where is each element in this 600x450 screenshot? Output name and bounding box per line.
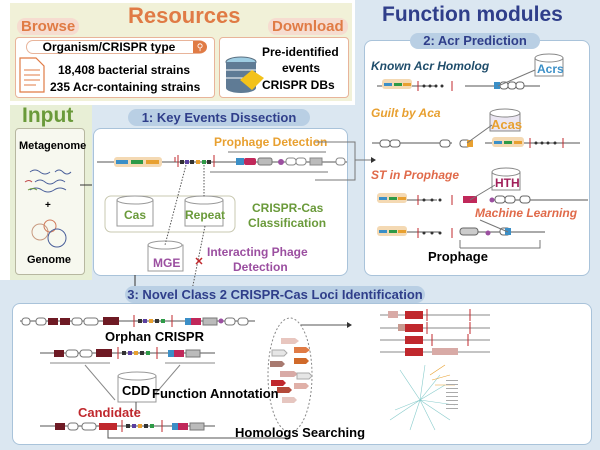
prophage-label: Prophage	[428, 249, 488, 264]
acrs-label: Acrs	[537, 62, 564, 76]
crispr-cas-label-1: CRISPR-Cas	[252, 201, 324, 215]
metagenome-label: Metagenome	[19, 140, 87, 152]
acr-strains-count: 235 Acr-containing strains	[50, 80, 201, 94]
plus-sign: +	[45, 200, 51, 211]
cdd-db	[117, 371, 157, 403]
genome-label: Genome	[27, 254, 72, 266]
db-text-3: CRISPR DBs	[262, 78, 335, 92]
download-link[interactable]: Download	[268, 18, 348, 35]
homolog-arrows	[270, 338, 313, 403]
hth-db	[491, 167, 521, 191]
cdd-label: CDD	[122, 383, 151, 398]
function-modules-title: Function modules	[382, 3, 563, 26]
guilt-aca-label: Guilt by Aca	[371, 106, 441, 120]
spacers	[122, 319, 165, 428]
function-annotation-label: Function Annotation	[152, 386, 279, 401]
result-loci	[380, 309, 490, 356]
input-box	[15, 128, 85, 275]
acr-prediction-title: 2: Acr Prediction	[410, 33, 540, 49]
repeat-db	[184, 195, 224, 227]
db-text-2: events	[282, 61, 321, 75]
mge-db-label: MGE	[153, 256, 181, 270]
interacting-phage-label-2: Detection	[233, 260, 288, 274]
bacterial-strains-count: 18,408 bacterial strains	[58, 63, 191, 77]
acas-db	[489, 108, 521, 132]
known-acr-label: Known Acr Homolog	[371, 59, 490, 73]
orphan-crispr-label: Orphan CRISPR	[105, 329, 204, 344]
key-events-title: 1: Key Events Dissection	[128, 109, 310, 126]
prophage-detection-label: Prophage Detection	[214, 135, 328, 149]
cas-genes	[377, 79, 524, 236]
browse-link[interactable]: Browse	[17, 18, 80, 35]
candidate-label: Candidate	[78, 405, 141, 420]
browse-box	[15, 37, 215, 98]
st-prophage-label: ST in Prophage	[371, 168, 460, 182]
db-text-1: Pre-identified	[262, 45, 339, 59]
hth-label: HTH	[495, 176, 520, 190]
homologs-searching-label: Homologs Searching	[235, 425, 366, 440]
acrs-db	[534, 53, 564, 77]
cas-db	[116, 195, 154, 227]
blocked-x-icon	[195, 257, 203, 265]
crispr-cas-label-2: Classification	[248, 216, 327, 230]
novel-title: 3: Novel Class 2 CRISPR-Cas Loci Identif…	[125, 286, 425, 303]
input-title: Input	[22, 104, 74, 127]
cas-db-label: Cas	[124, 208, 147, 222]
search-icon[interactable]: ⚲	[193, 41, 207, 53]
phylogenetic-tree	[389, 364, 456, 431]
repeat-db-label: Repeat	[185, 208, 226, 222]
crispr-arrays	[417, 81, 564, 238]
machine-learning-label: Machine Learning	[475, 206, 578, 220]
interacting-phage-label-1: Interacting Phage	[207, 245, 308, 259]
acas-label: Acas	[491, 117, 523, 132]
resources-title: Resources	[128, 3, 241, 28]
mge-db	[147, 240, 184, 272]
